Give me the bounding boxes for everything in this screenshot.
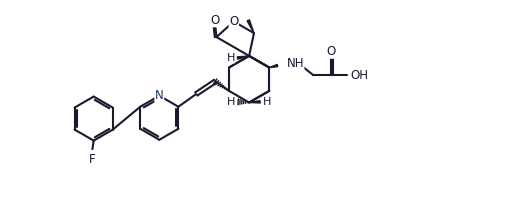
Polygon shape: [237, 56, 249, 59]
Polygon shape: [249, 101, 260, 103]
Polygon shape: [247, 20, 254, 33]
Text: F: F: [89, 153, 95, 166]
Text: O: O: [326, 45, 336, 58]
Text: NH: NH: [286, 57, 304, 70]
Text: H: H: [227, 97, 236, 107]
Text: N: N: [155, 89, 164, 102]
Polygon shape: [269, 64, 278, 68]
Text: O: O: [210, 14, 219, 27]
Text: H: H: [263, 97, 272, 107]
Text: OH: OH: [350, 69, 369, 82]
Text: O: O: [229, 15, 238, 28]
Text: H: H: [227, 53, 235, 63]
